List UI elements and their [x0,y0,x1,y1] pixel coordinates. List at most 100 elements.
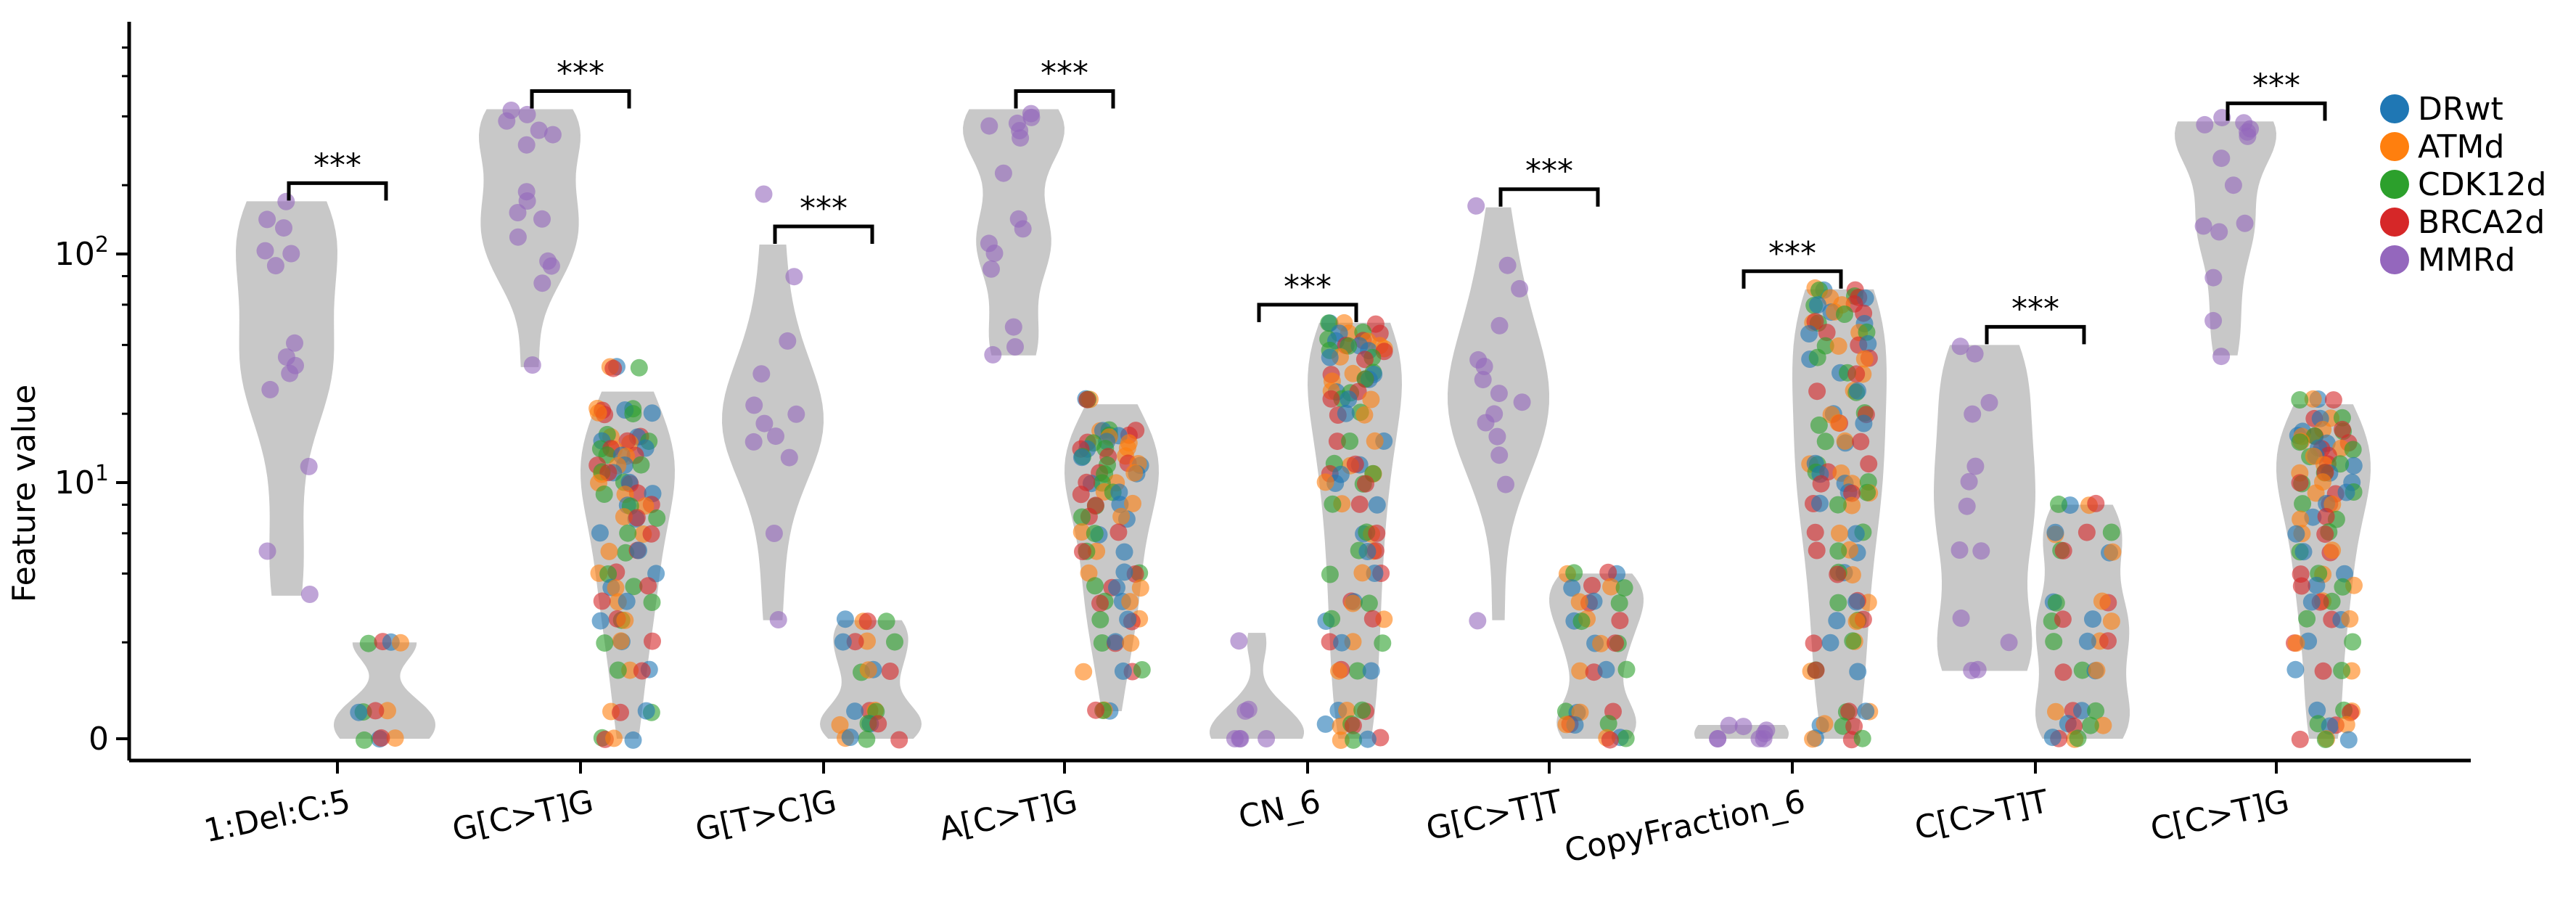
point-mmrd [543,126,562,144]
point-mmrd [1734,718,1752,736]
point-mmrd [1490,316,1509,335]
point-brca2d [1829,565,1847,583]
point-brca2d [1328,433,1346,451]
significance-label: *** [2011,290,2059,327]
point-drwt [1115,563,1133,581]
point-mmrd [1755,730,1773,747]
point-cdk12d [2316,731,2334,748]
point-brca2d [642,525,660,543]
point-brca2d [1363,610,1382,628]
point-drwt [637,702,655,720]
point-mmrd [1490,385,1508,403]
point-brca2d [1601,731,1619,749]
point-drwt [2286,660,2305,679]
significance-bracket [1742,269,1843,289]
significance-bracket [1257,303,1358,322]
point-brca2d [2291,730,2309,748]
point-atmd [1855,350,1874,368]
significance-label: *** [1525,153,1573,190]
point-mmrd [755,414,774,433]
point-cdk12d [1353,701,1371,719]
point-drwt [1585,592,1603,610]
point-brca2d [2291,474,2309,492]
significance-layer: *** *** *** *** *** *** *** *** *** [287,54,2327,345]
point-atmd [831,716,849,734]
violin-mmrd-8 [2175,121,2276,356]
point-cdk12d [599,565,618,583]
point-atmd [2292,510,2310,528]
point-mmrd [300,586,319,603]
point-atmd [1847,612,1866,631]
point-drwt [591,524,609,542]
point-mmrd [994,164,1012,182]
point-brca2d [1807,661,1825,679]
point-drwt [2073,702,2091,720]
point-mmrd [1972,542,1990,560]
point-mmrd [755,185,773,203]
point-cdk12d [1341,433,1359,450]
point-drwt [624,731,642,749]
significance-label: *** [1768,235,1816,272]
point-atmd [1366,432,1384,450]
point-drwt [1847,593,1866,611]
point-mmrd [1952,609,1970,627]
point-brca2d [2077,523,2096,541]
point-drwt [1115,543,1133,561]
point-mmrd [286,334,303,352]
point-cdk12d [2344,633,2362,651]
point-drwt [1119,610,1137,628]
point-drwt [1316,715,1334,733]
point-atmd [1602,578,1620,596]
x-tick-label: A[C>T]G [936,783,1080,848]
point-mmrd [745,433,763,451]
x-tick-label: G[C>T]T [1423,783,1565,848]
point-brca2d [593,592,611,610]
violin-mmrd-1 [479,109,581,367]
point-drwt [1563,579,1581,597]
point-brca2d [1091,594,1109,612]
point-cdk12d [1617,729,1635,747]
point-atmd [1338,702,1356,719]
point-cdk12d [1610,594,1628,612]
point-mmrd [281,364,299,382]
point-drwt [1859,335,1877,353]
point-drwt [1597,660,1615,679]
legend-label-drwt: DRwt [2418,91,2503,128]
point-cdk12d [1858,483,1876,501]
point-cdk12d [877,612,895,631]
point-mmrd [1720,716,1738,734]
point-mmrd [509,204,527,221]
point-brca2d [1109,523,1128,541]
point-brca2d [890,731,908,749]
point-brca2d [628,484,647,502]
point-atmd [1843,496,1861,515]
point-mmrd [1475,358,1493,375]
point-brca2d [2316,525,2334,544]
point-mmrd [517,136,536,154]
point-mmrd [1709,730,1727,747]
point-atmd [1804,730,1822,748]
point-drwt [2078,632,2096,650]
point-cdk12d [1356,370,1374,388]
point-cdk12d [2073,661,2091,679]
x-tick-label: C[C>T]G [2147,783,2292,848]
point-mmrd [2212,348,2231,366]
point-mmrd [282,245,300,263]
violin-other-0 [334,642,435,739]
point-atmd [2093,592,2111,610]
point-brca2d [639,577,657,595]
point-atmd [600,542,618,560]
point-brca2d [1812,475,1830,493]
point-mmrd [1230,632,1248,650]
point-brca2d [1346,455,1364,473]
point-atmd [392,634,409,652]
y-tick-label: 102 [54,232,109,273]
point-atmd [1330,662,1348,680]
point-drwt [1340,390,1358,409]
point-atmd [605,729,623,747]
point-cdk12d [595,485,613,503]
legend-marker-atmd [2380,132,2409,161]
point-drwt [2308,576,2326,594]
legend-marker-drwt [2380,94,2409,123]
